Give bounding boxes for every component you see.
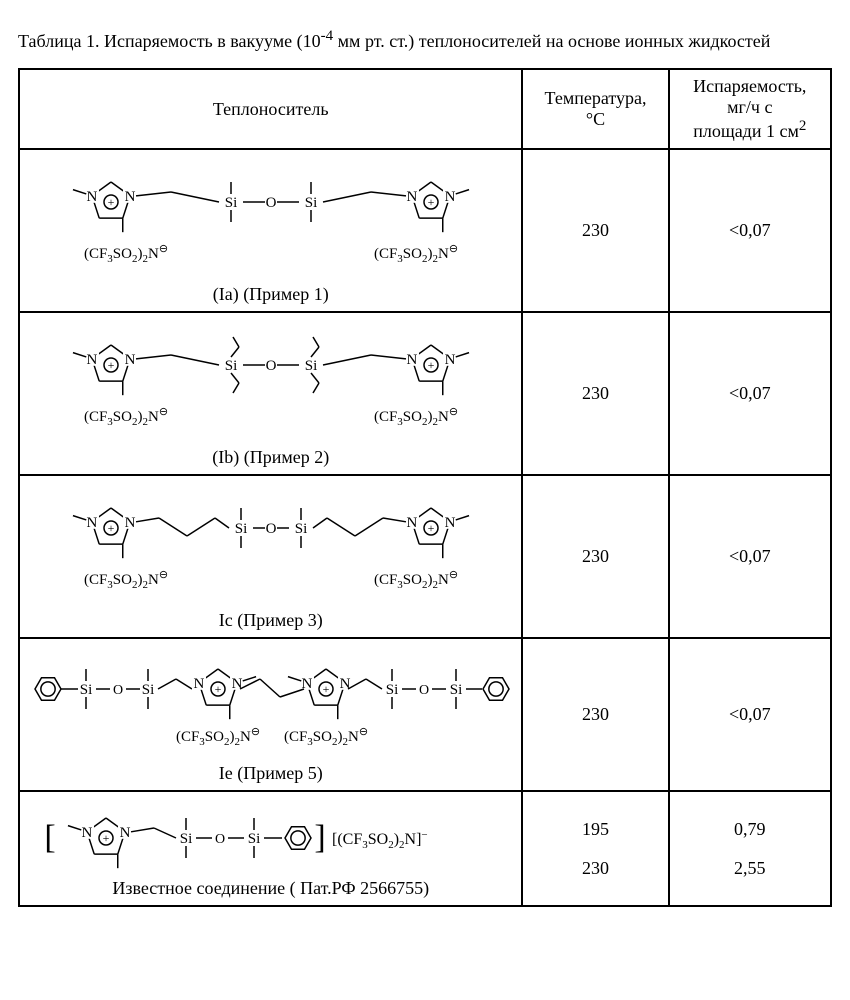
evap-cell: <0,07 (669, 312, 831, 475)
svg-text:+: + (427, 195, 434, 209)
svg-text:N: N (86, 189, 97, 205)
temp-cell: 230 (522, 638, 668, 791)
svg-text:N: N (86, 515, 97, 531)
svg-text:+: + (323, 682, 330, 696)
structure-cell: SiOSi+NN+NNSiOSi(CF3SO2)2N⊖(CF3SO2)2N⊖Ie… (19, 638, 522, 791)
evap-cell: <0,07 (669, 638, 831, 791)
svg-text:+: + (427, 358, 434, 372)
evap-value: 2,55 (734, 858, 766, 879)
svg-text:(CF3SO2)2N⊖: (CF3SO2)2N⊖ (374, 243, 458, 265)
temp-value: 230 (582, 858, 609, 879)
svg-text:O: O (265, 195, 276, 211)
svg-text:+: + (427, 521, 434, 535)
svg-text:O: O (113, 683, 123, 698)
evap-cell: 0,79 2,55 (669, 791, 831, 906)
svg-text:Si: Si (80, 682, 93, 698)
svg-text:+: + (102, 831, 109, 845)
svg-text:O: O (419, 683, 429, 698)
structure-label: (Ia) (Пример 1) (26, 284, 515, 305)
svg-text:(CF3SO2)2N⊖: (CF3SO2)2N⊖ (84, 406, 168, 428)
svg-text:(CF3SO2)2N⊖: (CF3SO2)2N⊖ (84, 243, 168, 265)
chemical-structure-icon: + N N + N N Si Si O (CF3SO2)2N⊖ (CF3SO2)2N⊖ (41, 486, 501, 606)
table-row: + N N + N N Si Si O (CF3SO2)2N⊖ (CF3SO2)2N⊖ Ic (При… (19, 475, 831, 638)
svg-text:N: N (119, 825, 130, 841)
table-row: + N N + N N Si Si O (CF3SO2)2N⊖ (CF3SO2)2N⊖ (Ia) (П… (19, 149, 831, 312)
structure-cell: + N N + N N Si Si O (CF3SO2)2N⊖ (CF3SO2)2N⊖ (Ib) (П… (19, 312, 522, 475)
temp-cell: 230 (522, 149, 668, 312)
svg-text:(CF3SO2)2N⊖: (CF3SO2)2N⊖ (176, 726, 260, 748)
svg-text:O: O (265, 358, 276, 374)
svg-text:Si: Si (234, 521, 247, 537)
svg-text:Si: Si (142, 682, 155, 698)
chemical-structure-icon: + N N + N N Si Si O (CF3SO2)2N⊖ (CF3SO2)2N⊖ (41, 323, 501, 443)
svg-text:Si: Si (304, 358, 317, 374)
col-header-evap: Испаряемость, мг/ч с площади 1 см2 (669, 69, 831, 149)
svg-text:N: N (444, 189, 455, 205)
svg-text:N: N (81, 825, 92, 841)
svg-text:(CF3SO2)2N⊖: (CF3SO2)2N⊖ (374, 569, 458, 591)
svg-text:(CF3SO2)2N⊖: (CF3SO2)2N⊖ (84, 569, 168, 591)
svg-text:N: N (86, 352, 97, 368)
svg-text:(CF3SO2)2N⊖: (CF3SO2)2N⊖ (284, 726, 368, 748)
svg-text:+: + (107, 521, 114, 535)
svg-text:Si: Si (294, 521, 307, 537)
temp-cell: 230 (522, 475, 668, 638)
svg-text:O: O (215, 832, 225, 847)
temp-value: 195 (582, 819, 609, 840)
chemical-structure-icon: [ + N N Si O Si] [(CF3SO2)2N]− (36, 802, 506, 874)
table-row: SiOSi+NN+NNSiOSi(CF3SO2)2N⊖(CF3SO2)2N⊖Ie… (19, 638, 831, 791)
structure-label: Известное соединение ( Пат.РФ 2566755) (26, 878, 515, 899)
svg-text:N: N (194, 676, 205, 692)
data-table: Теплоноситель Температура, °C Испаряемос… (18, 68, 832, 907)
col-header-coolant: Теплоноситель (19, 69, 522, 149)
svg-text:Si: Si (224, 358, 237, 374)
svg-text:N: N (124, 515, 135, 531)
caption-text-1: Таблица 1. Испаряемость в вакууме (10 (18, 31, 321, 51)
chemical-structure-icon: + N N + N N Si Si O (CF3SO2)2N⊖ (CF3SO2)2N⊖ (41, 160, 501, 280)
structure-cell: + N N + N N Si Si O (CF3SO2)2N⊖ (CF3SO2)2N⊖ Ic (При… (19, 475, 522, 638)
caption-sup: -4 (321, 28, 334, 44)
svg-text:Si: Si (224, 195, 237, 211)
svg-text:N: N (124, 352, 135, 368)
svg-text:Si: Si (386, 682, 399, 698)
svg-text:Si: Si (179, 831, 192, 847)
svg-text:(CF3SO2)2N⊖: (CF3SO2)2N⊖ (374, 406, 458, 428)
header-row: Теплоноситель Температура, °C Испаряемос… (19, 69, 831, 149)
svg-text:N: N (340, 676, 351, 692)
svg-text:N: N (444, 515, 455, 531)
svg-text:Si: Si (304, 195, 317, 211)
svg-text:Si: Si (450, 682, 463, 698)
evap-cell: <0,07 (669, 475, 831, 638)
evap-value: 0,79 (734, 819, 766, 840)
evap-cell: <0,07 (669, 149, 831, 312)
svg-text:Si: Si (247, 831, 260, 847)
svg-text:[(CF3SO2)2N]−: [(CF3SO2)2N]− (332, 829, 428, 851)
svg-text:+: + (107, 195, 114, 209)
svg-text:+: + (107, 358, 114, 372)
svg-text:[: [ (44, 819, 55, 856)
structure-cell: + N N + N N Si Si O (CF3SO2)2N⊖ (CF3SO2)2N⊖ (Ia) (П… (19, 149, 522, 312)
svg-text:N: N (406, 189, 417, 205)
table-caption: Таблица 1. Испаряемость в вакууме (10-4 … (18, 22, 832, 58)
svg-text:N: N (444, 352, 455, 368)
svg-text:N: N (124, 189, 135, 205)
structure-cell: [ + N N Si O Si] [(CF3SO2)2N]− Известное соедине… (19, 791, 522, 906)
temp-cell: 195 230 (522, 791, 668, 906)
table-row: + N N + N N Si Si O (CF3SO2)2N⊖ (CF3SO2)2N⊖ (Ib) (П… (19, 312, 831, 475)
svg-text:O: O (265, 521, 276, 537)
table-row: [ + N N Si O Si] [(CF3SO2)2N]− Известное соедине… (19, 791, 831, 906)
svg-text:+: + (215, 682, 222, 696)
col-header-temp: Температура, °C (522, 69, 668, 149)
structure-label: Ic (Пример 3) (26, 610, 515, 631)
caption-text-2: мм рт. ст.) теплоносителей на основе ион… (333, 31, 770, 51)
svg-text:N: N (406, 515, 417, 531)
chemical-structure-icon: SiOSi+NN+NNSiOSi(CF3SO2)2N⊖(CF3SO2)2N⊖ (26, 649, 516, 759)
svg-text:]: ] (314, 819, 325, 856)
structure-label: Ie (Пример 5) (26, 763, 515, 784)
svg-text:N: N (232, 676, 243, 692)
structure-label: (Ib) (Пример 2) (26, 447, 515, 468)
svg-text:N: N (406, 352, 417, 368)
temp-cell: 230 (522, 312, 668, 475)
